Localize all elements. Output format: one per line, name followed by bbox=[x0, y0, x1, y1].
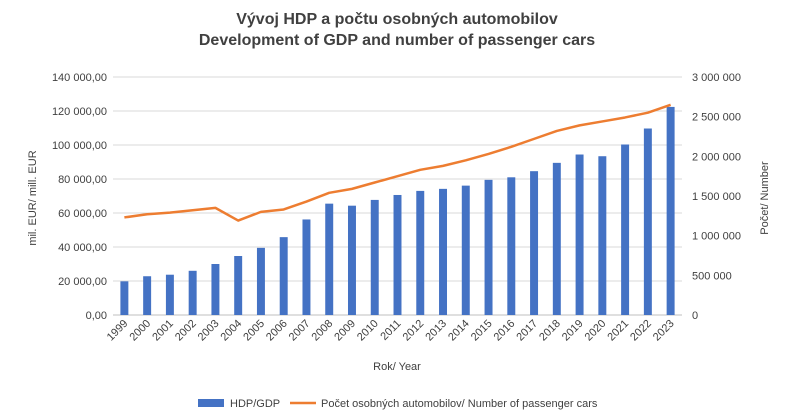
left-axis-label: mil. EUR/ mill. EUR bbox=[27, 150, 39, 245]
left-tick-label: 0,00 bbox=[86, 310, 107, 322]
right-tick-label: 1 000 000 bbox=[692, 231, 741, 243]
cars-series-line bbox=[124, 103, 672, 222]
x-tick-label: 2005 bbox=[241, 318, 267, 344]
gdp-bar bbox=[302, 219, 311, 315]
x-tick-label: 2001 bbox=[150, 318, 176, 344]
left-tick-label: 140 000,00 bbox=[52, 72, 107, 84]
chart-title: Vývoj HDP a počtu osobných automobilov bbox=[236, 11, 558, 28]
x-tick-label: 2006 bbox=[264, 318, 290, 344]
right-tick-label: 0 bbox=[692, 310, 698, 322]
right-axis-ticks: 0 500 000 1 000 000 1 500 000 2 000 000 2 500… bbox=[692, 72, 741, 322]
x-tick-label: 2002 bbox=[173, 318, 199, 344]
gdp-bar bbox=[484, 179, 493, 315]
left-tick-label: 20 000,00 bbox=[58, 276, 107, 288]
x-tick-label: 2012 bbox=[401, 318, 427, 344]
left-tick-label: 40 000,00 bbox=[58, 242, 107, 254]
x-tick-label: 2000 bbox=[127, 318, 153, 344]
x-tick-label: 2009 bbox=[332, 318, 358, 344]
x-tick-label: 2008 bbox=[310, 318, 336, 344]
right-tick-label: 2 500 000 bbox=[692, 112, 741, 124]
gdp-bar bbox=[461, 185, 470, 315]
x-tick-label: 2023 bbox=[651, 318, 677, 344]
gdp-bar bbox=[143, 276, 152, 315]
gdp-bar bbox=[439, 188, 448, 315]
x-tick-label: 2004 bbox=[219, 318, 245, 344]
gdp-bar bbox=[598, 156, 607, 315]
x-tick-label: 2022 bbox=[628, 318, 654, 344]
x-tick-label: 2013 bbox=[423, 318, 449, 344]
right-tick-label: 1 500 000 bbox=[692, 191, 741, 203]
x-tick-label: 2020 bbox=[583, 318, 609, 344]
x-tick-label: 2007 bbox=[287, 318, 313, 344]
right-tick-label: 2 000 000 bbox=[692, 151, 741, 163]
gdp-bar bbox=[393, 194, 402, 315]
gdp-bar bbox=[120, 281, 129, 315]
x-axis-ticks: 1999200020012002200320042005200620072008… bbox=[105, 318, 677, 344]
gdp-bar bbox=[621, 144, 630, 315]
x-tick-label: 2003 bbox=[196, 318, 222, 344]
left-tick-label: 100 000,00 bbox=[52, 140, 107, 152]
right-axis-label: Počet/ Number bbox=[759, 161, 771, 235]
legend-swatch-gdp bbox=[198, 399, 224, 407]
gdp-bar bbox=[575, 154, 584, 315]
x-axis-label: Rok/ Year bbox=[373, 361, 421, 373]
x-tick-label: 2018 bbox=[537, 318, 563, 344]
x-tick-label: 2011 bbox=[378, 318, 403, 343]
x-tick-label: 2015 bbox=[469, 318, 495, 344]
gdp-bar bbox=[507, 177, 516, 315]
x-tick-label: 2010 bbox=[355, 318, 381, 344]
gdp-bar bbox=[416, 190, 425, 315]
gdp-bar bbox=[188, 270, 197, 315]
chart-subtitle: Development of GDP and number of passeng… bbox=[199, 32, 595, 49]
left-tick-label: 120 000,00 bbox=[52, 106, 107, 118]
right-tick-label: 500 000 bbox=[692, 270, 732, 282]
x-tick-label: 2014 bbox=[446, 318, 472, 344]
gdp-bar bbox=[165, 274, 174, 315]
gdp-bar bbox=[552, 162, 561, 315]
right-tick-label: 3 000 000 bbox=[692, 72, 741, 84]
gdp-bar bbox=[347, 205, 356, 315]
gdp-bar bbox=[234, 256, 243, 315]
x-tick-label: 2019 bbox=[560, 318, 586, 344]
left-tick-label: 80 000,00 bbox=[58, 174, 107, 186]
gdp-bar bbox=[279, 237, 288, 315]
gdp-bar bbox=[530, 171, 539, 315]
gdp-bar bbox=[325, 203, 334, 315]
gdp-bar bbox=[666, 106, 675, 315]
gdp-bar bbox=[256, 247, 265, 315]
gdp-bar bbox=[643, 128, 652, 315]
gdp-bar bbox=[211, 264, 220, 315]
legend-label-gdp: HDP/GDP bbox=[230, 398, 280, 410]
x-tick-label: 2016 bbox=[492, 318, 518, 344]
legend-label-cars: Počet osobných automobilov/ Number of pa… bbox=[321, 398, 598, 410]
x-tick-label: 2021 bbox=[605, 318, 631, 344]
left-tick-label: 60 000,00 bbox=[58, 208, 107, 220]
legend: HDP/GDP Počet osobných automobilov/ Numb… bbox=[198, 398, 598, 410]
x-tick-label: 1999 bbox=[105, 318, 131, 344]
gdp-bars bbox=[120, 106, 675, 315]
x-tick-label: 2017 bbox=[514, 318, 540, 344]
gdp-bar bbox=[370, 199, 379, 315]
cars-line bbox=[124, 103, 672, 222]
left-axis-ticks: 0,00 20 000,00 40 000,00 60 000,00 80 000,00… bbox=[52, 72, 107, 322]
